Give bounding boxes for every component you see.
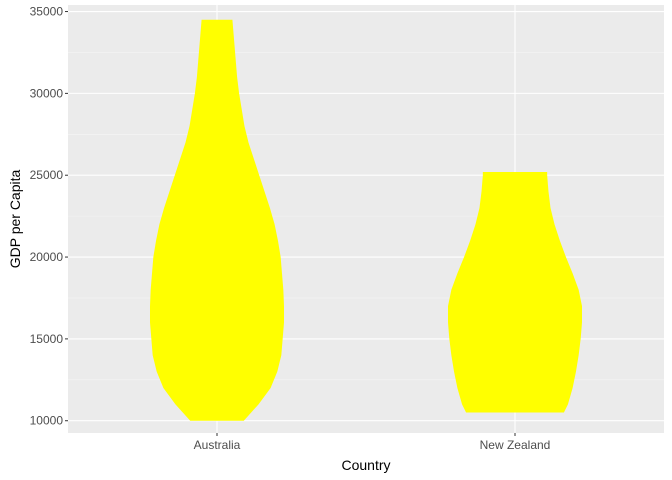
y-tick-label: 30000 — [30, 86, 64, 100]
x-axis-title: Country — [341, 457, 390, 473]
y-tick-label: 35000 — [30, 5, 64, 19]
violin-new-zealand — [448, 171, 582, 413]
y-tick-label: 10000 — [30, 414, 64, 428]
y-tick-label: 25000 — [30, 168, 64, 182]
y-tick-label: 15000 — [30, 332, 64, 346]
x-tick-label: Australia — [194, 438, 241, 452]
y-tick-label: 20000 — [30, 250, 64, 264]
x-axis: Australia New Zealand — [194, 433, 551, 452]
violin-australia — [150, 19, 284, 421]
y-axis: 10000 15000 20000 25000 30000 35000 — [30, 5, 68, 428]
violin-shapes — [150, 19, 582, 421]
y-axis-title: GDP per Capita — [7, 170, 23, 269]
x-tick-label: New Zealand — [480, 438, 551, 452]
